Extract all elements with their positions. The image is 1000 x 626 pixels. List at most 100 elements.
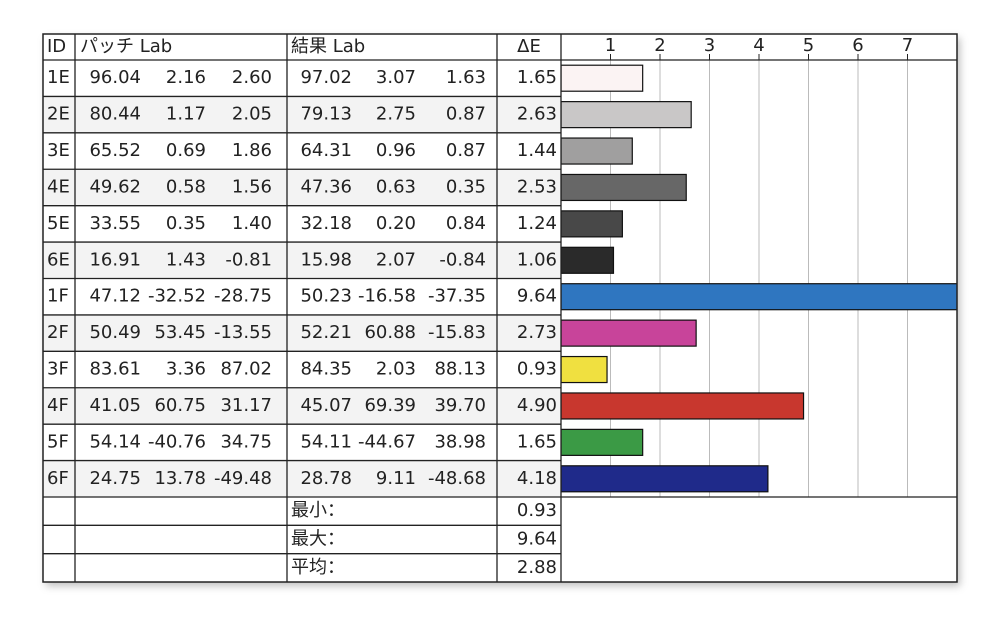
lab-value: -32.52: [148, 286, 206, 307]
lab-value: -48.68: [428, 468, 486, 489]
row-shade: [43, 314, 561, 352]
summary-label: 最小：: [291, 500, 345, 521]
column-header: 結果 Lab: [291, 36, 365, 57]
lab-value: 32.18: [300, 213, 352, 234]
lab-value: 3.07: [376, 67, 416, 88]
lab-value: 31.17: [220, 395, 272, 416]
table-border: [42, 33, 958, 583]
lab-value: 65.52: [89, 140, 141, 161]
x-tick-label: 6: [852, 35, 863, 56]
lab-value: 96.04: [89, 67, 141, 88]
lab-value: 60.75: [154, 395, 206, 416]
lab-value: 15.98: [300, 249, 352, 270]
lab-value: 69.39: [364, 395, 416, 416]
lab-value: 47.36: [300, 176, 352, 197]
lab-value: 87.02: [220, 359, 272, 380]
lab-value: 1.40: [232, 213, 272, 234]
bar: [561, 210, 623, 238]
lab-value: 79.13: [300, 104, 352, 125]
lab-value: 54.11: [300, 431, 352, 452]
row-id: 1F: [47, 286, 69, 307]
lab-value: 83.61: [89, 359, 141, 380]
row-shade: [43, 96, 561, 133]
lab-value: 50.23: [300, 286, 352, 307]
row-id: 3F: [47, 359, 69, 380]
row-id: 2F: [47, 322, 69, 343]
delta-e-value: 4.90: [517, 395, 557, 416]
lab-value: 80.44: [89, 104, 141, 125]
lab-value: 38.98: [434, 431, 486, 452]
lab-value: 41.05: [89, 395, 141, 416]
row-id: 5F: [47, 431, 69, 452]
row-shade: [43, 387, 561, 425]
bar: [561, 64, 644, 92]
bar: [561, 392, 805, 420]
lab-value: 1.86: [232, 140, 272, 161]
lab-value: 0.35: [166, 213, 206, 234]
delta-e-value: 9.64: [517, 286, 557, 307]
lab-value: 24.75: [89, 468, 141, 489]
row-shade: [43, 169, 561, 206]
bar: [561, 465, 769, 493]
lab-value: -40.76: [148, 431, 206, 452]
lab-value: 0.63: [376, 176, 416, 197]
lab-value: 97.02: [300, 67, 352, 88]
lab-value: 64.31: [300, 140, 352, 161]
lab-value: 34.75: [220, 431, 272, 452]
lab-value: 0.69: [166, 140, 206, 161]
delta-e-value: 2.53: [517, 176, 557, 197]
lab-value: 2.16: [166, 67, 206, 88]
delta-e-value: 0.93: [517, 359, 557, 380]
bar: [561, 101, 692, 129]
lab-value: 0.96: [376, 140, 416, 161]
x-tick-label: 1: [605, 35, 616, 56]
summary-label: 平均：: [291, 557, 345, 578]
summary-value: 9.64: [517, 529, 557, 550]
delta-e-value: 4.18: [517, 468, 557, 489]
x-tick-label: 2: [654, 35, 665, 56]
lab-value: 88.13: [434, 359, 486, 380]
lab-value: 0.20: [376, 213, 416, 234]
lab-value: 1.63: [446, 67, 486, 88]
lab-value: 9.11: [376, 468, 416, 489]
delta-e-value: 2.63: [517, 104, 557, 125]
lab-value: 1.56: [232, 176, 272, 197]
lab-value: 13.78: [154, 468, 206, 489]
lab-value: -28.75: [214, 286, 272, 307]
lab-value: 2.03: [376, 359, 416, 380]
lab-value: 47.12: [89, 286, 141, 307]
lab-value: 2.75: [376, 104, 416, 125]
row-id: 5E: [47, 213, 70, 234]
delta-e-value: 1.44: [517, 140, 557, 161]
row-id: 6F: [47, 468, 69, 489]
column-header: パッチ Lab: [80, 36, 172, 57]
row-shade: [43, 460, 561, 497]
lab-value: 16.91: [89, 249, 141, 270]
bar: [561, 137, 633, 165]
row-shade: [43, 242, 561, 279]
bar: [561, 246, 615, 274]
lab-value: 1.43: [166, 249, 206, 270]
lab-value: -44.67: [358, 431, 416, 452]
row-id: 3E: [47, 140, 70, 161]
bar: [561, 173, 687, 202]
lab-value: 1.17: [166, 104, 206, 125]
delta-e-value: 1.65: [517, 67, 557, 88]
row-id: 1E: [47, 67, 70, 88]
row-id: 4E: [47, 176, 70, 197]
lab-value: 54.14: [89, 431, 141, 452]
lab-value: 0.87: [446, 140, 486, 161]
row-id: 2E: [47, 104, 70, 125]
bar: [561, 355, 608, 384]
bars: [561, 64, 957, 493]
lab-value: -15.83: [428, 322, 486, 343]
lab-value: 2.05: [232, 104, 272, 125]
lab-value: 52.21: [300, 322, 352, 343]
lab-value: 0.84: [446, 213, 486, 234]
lab-value: 0.87: [446, 104, 486, 125]
bar: [561, 428, 644, 456]
lab-value: 60.88: [364, 322, 416, 343]
lab-value: -13.55: [214, 322, 272, 343]
x-tick-label: 3: [704, 35, 715, 56]
